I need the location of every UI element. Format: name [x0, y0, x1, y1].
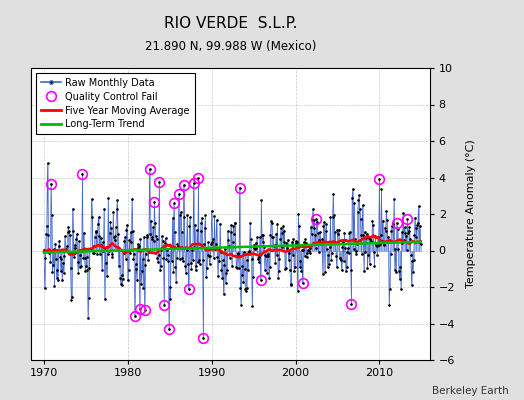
Text: 21.890 N, 99.988 W (Mexico): 21.890 N, 99.988 W (Mexico)	[145, 40, 316, 53]
Text: RIO VERDE  S.L.P.: RIO VERDE S.L.P.	[164, 16, 297, 31]
Text: Berkeley Earth: Berkeley Earth	[432, 386, 508, 396]
Legend: Raw Monthly Data, Quality Control Fail, Five Year Moving Average, Long-Term Tren: Raw Monthly Data, Quality Control Fail, …	[36, 73, 195, 134]
Y-axis label: Temperature Anomaly (°C): Temperature Anomaly (°C)	[466, 140, 476, 288]
